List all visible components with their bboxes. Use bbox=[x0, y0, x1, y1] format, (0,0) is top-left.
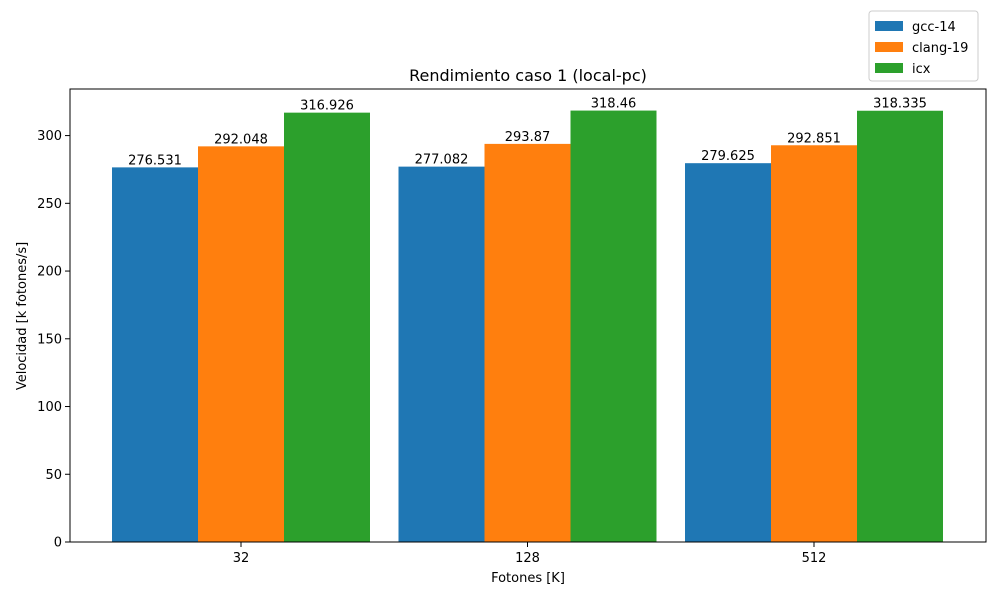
bar-icx-32 bbox=[284, 112, 370, 542]
y-tick-label-100: 100 bbox=[37, 400, 62, 415]
chart-title: Rendimiento caso 1 (local-pc) bbox=[409, 66, 647, 85]
x-tick-label-512: 512 bbox=[802, 551, 827, 566]
bar-icx-512 bbox=[857, 110, 943, 542]
y-tick-label-0: 0 bbox=[54, 536, 62, 551]
bar-icx-128 bbox=[570, 110, 657, 543]
legend-label-gcc-14: gcc-14 bbox=[912, 20, 956, 35]
bar-clang-19-32 bbox=[198, 146, 284, 542]
bar-gcc-14-128 bbox=[398, 166, 485, 542]
data-label-clang-19-512: 292.851 bbox=[787, 131, 841, 146]
x-tick-label-32: 32 bbox=[233, 551, 250, 566]
data-label-clang-19-32: 292.048 bbox=[214, 132, 268, 147]
y-tick-label-300: 300 bbox=[37, 129, 62, 144]
legend-swatch-icx bbox=[875, 63, 903, 73]
bar-gcc-14-32 bbox=[112, 167, 198, 542]
data-labels-group: 276.531 277.082 279.625 292.048 293.87 292.85… bbox=[128, 97, 927, 169]
legend-swatch-gcc-14 bbox=[875, 21, 903, 31]
plot-frame bbox=[69, 88, 987, 543]
y-tick-label-50: 50 bbox=[45, 468, 62, 483]
bar-gcc-14-512 bbox=[685, 163, 771, 542]
x-tick-label-128: 128 bbox=[515, 551, 540, 566]
bar-clang-19-512 bbox=[771, 145, 857, 542]
x-axis-label: Fotones [K] bbox=[491, 571, 565, 586]
y-tick-label-250: 250 bbox=[37, 197, 62, 212]
legend-label-icx: icx bbox=[912, 62, 931, 77]
data-label-icx-32: 316.926 bbox=[300, 99, 354, 114]
data-label-gcc-14-512: 279.625 bbox=[701, 149, 755, 164]
y-tick-label-150: 150 bbox=[37, 332, 62, 347]
y-axis: 0 50 100 150 200 250 300 bbox=[37, 129, 70, 551]
y-axis-label: Velocidad [k fotones/s] bbox=[15, 242, 30, 390]
legend: gcc-14 clang-19 icx bbox=[868, 10, 979, 82]
data-label-gcc-14-128: 277.082 bbox=[415, 153, 469, 168]
data-label-gcc-14-32: 276.531 bbox=[128, 153, 182, 168]
x-axis: 32 128 512 bbox=[233, 542, 827, 566]
bar-clang-19-128 bbox=[484, 143, 571, 542]
legend-swatch-clang-19 bbox=[875, 42, 903, 52]
legend-label-clang-19: clang-19 bbox=[912, 41, 968, 56]
bars-group bbox=[112, 110, 943, 543]
data-label-icx-128: 318.46 bbox=[591, 97, 637, 112]
data-label-clang-19-128: 293.87 bbox=[505, 130, 551, 145]
y-tick-label-200: 200 bbox=[37, 265, 62, 280]
data-label-icx-512: 318.335 bbox=[873, 97, 927, 112]
